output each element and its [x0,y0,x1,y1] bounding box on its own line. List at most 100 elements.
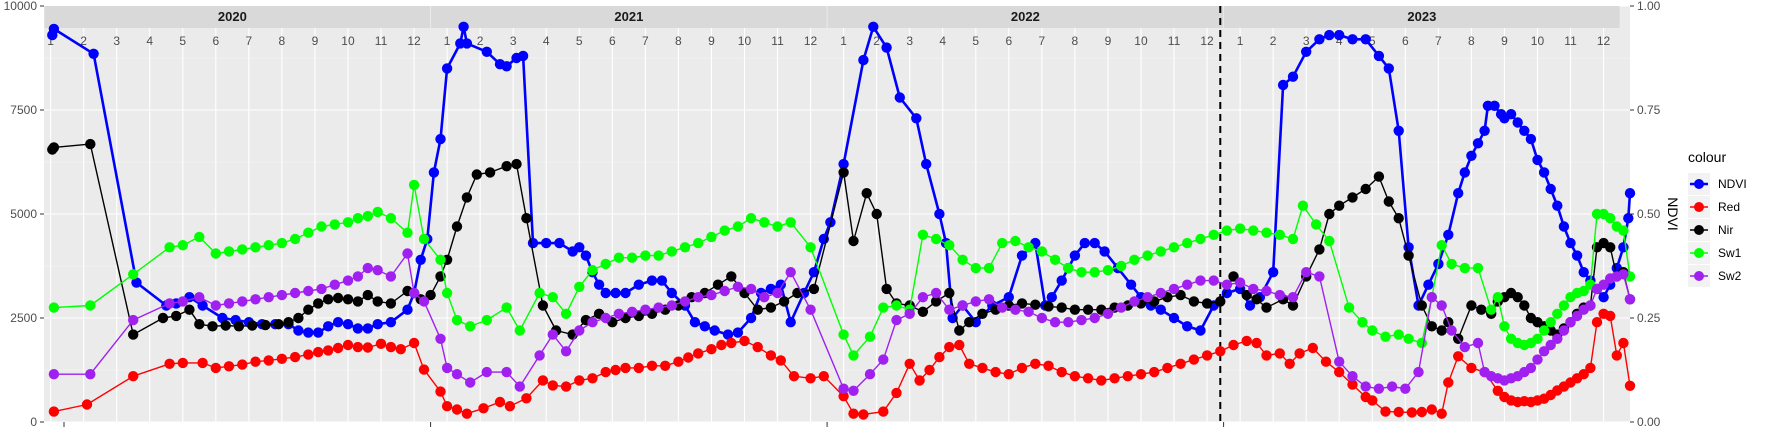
data-point [1360,34,1371,45]
data-point [514,381,525,392]
data-point [838,391,849,402]
month-label: 5 [1369,34,1376,48]
data-point [712,279,724,290]
data-point [957,254,968,265]
data-point [1188,296,1200,307]
data-point [1310,219,1322,230]
data-point [1334,200,1345,211]
month-label: 5 [179,34,186,48]
data-point [323,345,334,356]
legend-title: colour [1688,149,1726,165]
series-layer [47,6,1636,422]
data-point [1261,350,1272,361]
data-point [1605,242,1616,253]
data-point [848,235,859,247]
data-point [527,237,539,249]
data-point [745,312,757,324]
year-strip [431,6,827,28]
data-point [323,294,334,305]
data-point [759,217,770,228]
data-point [1188,354,1200,365]
data-point [997,237,1008,249]
data-point [276,353,288,364]
data-point [653,250,664,261]
data-point [332,292,344,304]
data-point [1436,325,1447,336]
data-point [610,287,621,299]
data-point [1499,321,1510,332]
legend-label: Red [1718,200,1740,214]
data-point [1208,275,1219,286]
data-point [878,406,889,417]
data-point [640,250,651,261]
data-point [1010,304,1021,315]
data-point [1525,362,1537,374]
data-point [194,292,205,303]
data-point [547,380,558,391]
month-label: 3 [113,34,120,48]
data-point [303,227,314,238]
data-point [1215,346,1226,357]
data-point [653,302,664,313]
legend-label: Nir [1718,223,1733,237]
data-point [930,287,942,299]
data-point [418,296,430,307]
data-point [706,344,717,355]
data-point [930,233,942,245]
data-point [418,233,430,245]
data-point [1591,317,1603,328]
data-point [352,213,364,224]
data-point [451,221,463,232]
data-point [385,317,397,328]
data-point [858,409,869,420]
data-point [954,325,965,336]
data-point [726,337,737,349]
legend-label: Sw1 [1718,246,1742,260]
data-point [1393,329,1404,340]
data-point [633,279,644,290]
data-point [223,246,235,257]
data-point [1162,362,1173,374]
data-point [458,21,469,32]
data-point [1201,350,1213,361]
data-point [1538,325,1550,336]
year-strip-label: 2023 [1407,9,1436,24]
data-point [177,296,188,307]
data-point [699,321,710,332]
data-point [706,289,717,301]
data-point [1129,296,1140,307]
data-point [48,369,60,380]
data-point [778,296,790,307]
month-label: 12 [804,34,818,48]
month-label: 2 [1270,34,1277,48]
data-point [1109,373,1120,384]
data-point [1155,287,1167,299]
data-point [1558,325,1570,336]
data-point [402,227,413,238]
data-point [1624,188,1636,199]
data-point [983,262,995,274]
data-point [88,48,99,59]
data-point [997,302,1008,313]
y-tick-label: 2500 [10,311,37,325]
data-point [1334,366,1345,378]
data-point [1453,351,1464,362]
data-point [957,300,968,311]
data-point [1284,358,1295,369]
data-point [881,283,892,295]
data-point [342,319,354,330]
month-label: 8 [675,34,682,48]
data-point [574,375,585,386]
data-point [164,242,175,253]
data-point [1436,240,1447,251]
data-point [289,351,301,363]
data-point [1347,379,1358,390]
month-label: 8 [279,34,286,48]
data-point [745,283,757,295]
data-point [362,289,373,301]
data-point [1443,377,1454,388]
data-point [1446,258,1457,270]
data-point [1519,125,1530,136]
data-point [626,306,638,317]
year-strip-label: 2020 [218,9,247,24]
